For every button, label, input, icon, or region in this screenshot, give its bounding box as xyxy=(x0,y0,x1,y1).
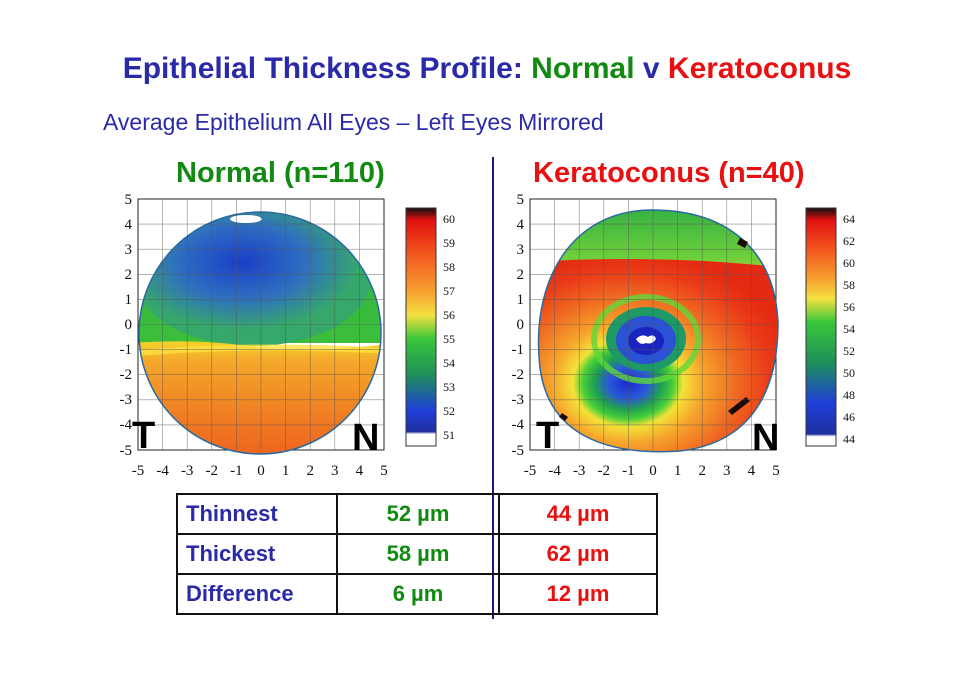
normal-x-tick: -1 xyxy=(230,463,243,479)
normal-x-tick: 2 xyxy=(306,463,314,479)
kc-x-tick: -2 xyxy=(598,463,611,479)
normal-x-tick: 4 xyxy=(356,463,364,479)
kc-y-tick: -2 xyxy=(512,367,525,383)
normal-value: 6 µm xyxy=(336,573,500,615)
normal-y-tick: -4 xyxy=(120,417,133,433)
kc-y-tick: 3 xyxy=(517,242,525,258)
kc-y-tick: 4 xyxy=(517,217,525,233)
comparison-table: Thinnest 52 µm 44 µm Thickest 58 µm 62 µ… xyxy=(176,493,658,615)
title-normal: Normal xyxy=(531,52,635,85)
normal-nasal-label: N xyxy=(352,417,379,459)
kc-y-tick: -5 xyxy=(512,443,525,459)
normal-y-tick: 4 xyxy=(125,217,133,233)
normal-scale-label: 54 xyxy=(443,356,455,370)
normal-value: 58 µm xyxy=(336,533,500,575)
kc-x-tick: 4 xyxy=(748,463,756,479)
kc-scale-label: 62 xyxy=(843,234,855,248)
kc-x-tick: 1 xyxy=(674,463,682,479)
kc-x-tick: -1 xyxy=(622,463,635,479)
kc-scale-label: 58 xyxy=(843,278,855,292)
kc-x-tick: 2 xyxy=(698,463,706,479)
row-label: Thinnest xyxy=(176,493,338,535)
kc-x-tick: 5 xyxy=(772,463,780,479)
kc-scale-label: 46 xyxy=(843,410,855,424)
keratoconus-heading: Keratoconus (n=40) xyxy=(533,157,805,189)
normal-x-tick: 5 xyxy=(380,463,388,479)
kc-scale-label: 50 xyxy=(843,366,855,380)
slide-title: Epithelial Thickness Profile: Normal v K… xyxy=(0,52,974,86)
kc-y-tick: -3 xyxy=(512,392,525,408)
kc-x-tick: -4 xyxy=(548,463,561,479)
table-row: Thickest 58 µm 62 µm xyxy=(176,533,658,575)
normal-thickness-map: 5 4 3 2 1 0 -1 -2 -3 -4 -5 -5 -4 -3 -2 -… xyxy=(120,193,456,479)
title-keratoconus: Keratoconus xyxy=(667,52,852,85)
normal-scale-label: 58 xyxy=(443,260,455,274)
normal-value: 52 µm xyxy=(336,493,500,535)
kc-scale-label: 64 xyxy=(843,212,855,226)
normal-y-tick: -5 xyxy=(120,443,133,459)
kc-y-tick: 2 xyxy=(517,267,525,283)
normal-x-tick: -5 xyxy=(132,463,145,479)
normal-x-tick: 0 xyxy=(257,463,265,479)
normal-scale-label: 56 xyxy=(443,308,455,322)
kc-scale-label: 54 xyxy=(843,322,855,336)
normal-y-tick: -2 xyxy=(120,367,133,383)
slide-subtitle: Average Epithelium All Eyes – Left Eyes … xyxy=(103,109,604,135)
normal-scale-label: 53 xyxy=(443,380,455,394)
normal-scale-label: 60 xyxy=(443,212,455,226)
kc-scale-label: 60 xyxy=(843,256,855,270)
kc-temporal-label: T xyxy=(536,415,559,457)
kc-y-tick: -4 xyxy=(512,417,525,433)
kc-x-tick: -3 xyxy=(573,463,586,479)
kc-scale-label: 44 xyxy=(843,432,855,446)
kc-x-tick: -5 xyxy=(524,463,537,479)
normal-scale-label: 52 xyxy=(443,404,455,418)
kc-scale-label: 56 xyxy=(843,300,855,314)
row-label: Thickest xyxy=(176,533,338,575)
normal-y-tick: 0 xyxy=(125,317,133,333)
normal-x-tick: -2 xyxy=(206,463,219,479)
kc-nasal-label: N xyxy=(752,417,779,459)
title-part-1: Epithelial Thickness Profile: xyxy=(122,52,523,85)
kc-y-tick: 0 xyxy=(517,317,525,333)
normal-x-tick: -3 xyxy=(181,463,194,479)
normal-x-tick: -4 xyxy=(156,463,169,479)
keratoconus-thickness-map: 5 4 3 2 1 0 -1 -2 -3 -4 -5 -5 -4 -3 -2 -… xyxy=(512,193,856,479)
normal-x-tick: 1 xyxy=(282,463,290,479)
normal-y-tick: 1 xyxy=(125,292,133,308)
keratoconus-value: 44 µm xyxy=(498,493,658,535)
normal-scale-label: 59 xyxy=(443,236,455,250)
normal-y-tick: 2 xyxy=(125,267,133,283)
kc-scale-label: 52 xyxy=(843,344,855,358)
kc-x-tick: 3 xyxy=(723,463,731,479)
normal-heading: Normal (n=110) xyxy=(176,157,385,189)
normal-y-tick: 3 xyxy=(125,242,133,258)
kc-y-tick: -1 xyxy=(512,342,525,358)
table-row: Thinnest 52 µm 44 µm xyxy=(176,493,658,535)
keratoconus-value: 62 µm xyxy=(498,533,658,575)
kc-x-tick: 0 xyxy=(649,463,657,479)
normal-y-tick: -1 xyxy=(120,342,133,358)
table-row: Difference 6 µm 12 µm xyxy=(176,573,658,615)
normal-y-tick: 5 xyxy=(125,193,133,208)
normal-scale-label: 51 xyxy=(443,428,455,442)
row-label: Difference xyxy=(176,573,338,615)
normal-y-tick: -3 xyxy=(120,392,133,408)
kc-y-tick: 5 xyxy=(517,193,525,208)
keratoconus-value: 12 µm xyxy=(498,573,658,615)
normal-x-tick: 3 xyxy=(331,463,339,479)
panel-divider xyxy=(492,157,494,619)
normal-scale-label: 55 xyxy=(443,332,455,346)
normal-temporal-label: T xyxy=(132,415,155,457)
kc-y-tick: 1 xyxy=(517,292,525,308)
kc-scale-label: 48 xyxy=(843,388,855,402)
normal-scale-label: 57 xyxy=(443,284,455,298)
title-versus: v xyxy=(642,52,660,85)
